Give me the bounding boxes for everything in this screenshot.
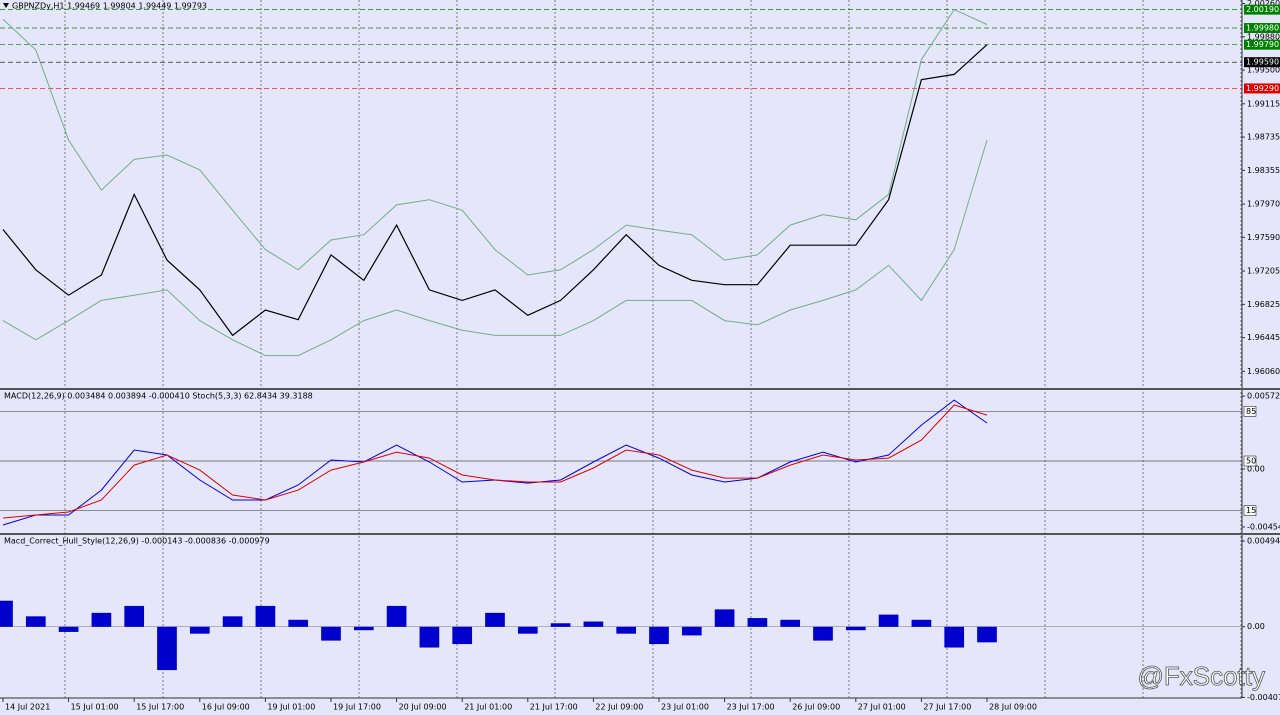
price-tag bbox=[1244, 4, 1280, 15]
bar bbox=[419, 626, 440, 648]
bar bbox=[189, 626, 210, 634]
x-tick-label: 21 Jul 17:00 bbox=[530, 703, 578, 712]
y-tick-label: 1.98355 bbox=[1247, 166, 1280, 175]
bar bbox=[124, 605, 145, 627]
y2-tick-label: 85 bbox=[1246, 407, 1256, 416]
price-tag bbox=[1244, 83, 1280, 94]
y-tick-label: 1.97590 bbox=[1247, 233, 1280, 242]
bar bbox=[386, 605, 407, 627]
bar bbox=[583, 621, 604, 627]
bar bbox=[845, 626, 866, 631]
series-line bbox=[2, 139, 988, 357]
bar bbox=[649, 626, 669, 645]
price-tag-label: 2.00190 bbox=[1246, 5, 1279, 14]
bar bbox=[222, 616, 243, 627]
level-box bbox=[1243, 455, 1257, 467]
y2-tick-label: 15 bbox=[1246, 506, 1256, 515]
bar bbox=[321, 626, 341, 641]
bar bbox=[780, 619, 801, 627]
bar bbox=[0, 600, 13, 627]
y-tick-label: 0.004942 bbox=[1247, 537, 1280, 546]
bar bbox=[747, 618, 768, 627]
y-tick-label: 2.00260 bbox=[1247, 0, 1280, 8]
y-tick-label: -0.004076 bbox=[1247, 693, 1280, 702]
bar bbox=[255, 605, 276, 627]
x-tick-label: 15 Jul 17:00 bbox=[136, 703, 184, 712]
x-tick-label: 27 Jul 01:00 bbox=[858, 703, 906, 712]
y-tick-label: 1.96060 bbox=[1247, 367, 1280, 376]
menu-triangle bbox=[3, 3, 9, 8]
x-tick-label: 19 Jul 17:00 bbox=[333, 703, 381, 712]
x-tick-label: 27 Jul 17:00 bbox=[923, 703, 971, 712]
x-tick-label: 23 Jul 17:00 bbox=[727, 703, 775, 712]
y-tick-label: 1.99880 bbox=[1247, 32, 1280, 41]
y-tick-label: 0.00 bbox=[1247, 622, 1265, 631]
bar bbox=[485, 612, 505, 627]
price-tag-label: 1.99290 bbox=[1246, 84, 1279, 93]
watermark: @FxScotty bbox=[1137, 661, 1265, 691]
bar bbox=[616, 626, 637, 634]
bar bbox=[157, 626, 177, 671]
pane-title: Macd_Correct_Hull_Style(12,26,9) -0.0001… bbox=[4, 537, 270, 546]
x-tick-label: 19 Jul 01:00 bbox=[267, 703, 315, 712]
bar bbox=[714, 609, 735, 627]
x-tick-label: 16 Jul 09:00 bbox=[202, 703, 250, 712]
y-tick-label: 1.99115 bbox=[1247, 99, 1280, 108]
price-tag-label: 1.99790 bbox=[1246, 40, 1279, 49]
price-tag bbox=[1244, 57, 1280, 68]
bar bbox=[977, 626, 997, 643]
x-tick-label: 20 Jul 09:00 bbox=[399, 703, 447, 712]
x-tick-label: 14 Jul 2021 bbox=[5, 703, 50, 712]
y-tick-label: 1.97205 bbox=[1247, 267, 1280, 276]
price-tag-label: 1.99980 bbox=[1246, 24, 1279, 33]
bar bbox=[288, 619, 309, 627]
y-tick-label: 1.98735 bbox=[1247, 133, 1280, 142]
series-line bbox=[2, 404, 988, 519]
y2-tick-label: 50 bbox=[1246, 457, 1256, 466]
x-tick-label: 21 Jul 01:00 bbox=[464, 703, 512, 712]
bar bbox=[944, 626, 965, 648]
x-tick-label: 15 Jul 01:00 bbox=[71, 703, 119, 712]
x-tick-label: 22 Jul 09:00 bbox=[595, 703, 643, 712]
series-line bbox=[2, 8, 988, 276]
y-tick-label: 1.96445 bbox=[1247, 333, 1280, 342]
price-tag bbox=[1244, 39, 1280, 50]
series-line bbox=[2, 44, 988, 337]
y-tick-label: 1.96825 bbox=[1247, 300, 1280, 309]
pane-title: MACD(12,26,9) 0.003484 0.003894 -0.00041… bbox=[4, 392, 313, 401]
y-tick-label: 0.005724 bbox=[1247, 392, 1280, 401]
bar bbox=[813, 626, 833, 641]
bar bbox=[517, 626, 538, 634]
bar bbox=[878, 614, 899, 627]
bar bbox=[91, 612, 112, 627]
x-tick-label: 23 Jul 01:00 bbox=[661, 703, 709, 712]
pane-title: GBPNZDy,H1 1.99469 1.99804 1.99449 1.997… bbox=[12, 2, 207, 11]
bar bbox=[25, 616, 46, 627]
x-tick-label: 28 Jul 09:00 bbox=[989, 703, 1037, 712]
y-tick-label: 1.97970 bbox=[1247, 200, 1280, 209]
bar bbox=[353, 626, 374, 631]
bar bbox=[58, 626, 79, 632]
level-box bbox=[1243, 505, 1257, 516]
price-tag-label: 1.99590 bbox=[1246, 58, 1279, 67]
bar bbox=[681, 626, 702, 636]
y-tick-label: 0.00 bbox=[1247, 465, 1265, 474]
level-box bbox=[1243, 406, 1257, 417]
y-tick-label: 1.99500 bbox=[1247, 66, 1280, 75]
bar bbox=[452, 626, 473, 645]
bar bbox=[550, 623, 571, 627]
price-tag bbox=[1244, 23, 1280, 34]
bar bbox=[911, 619, 932, 627]
x-tick-label: 26 Jul 09:00 bbox=[792, 703, 840, 712]
y-tick-label: -0.004544 bbox=[1247, 522, 1280, 531]
